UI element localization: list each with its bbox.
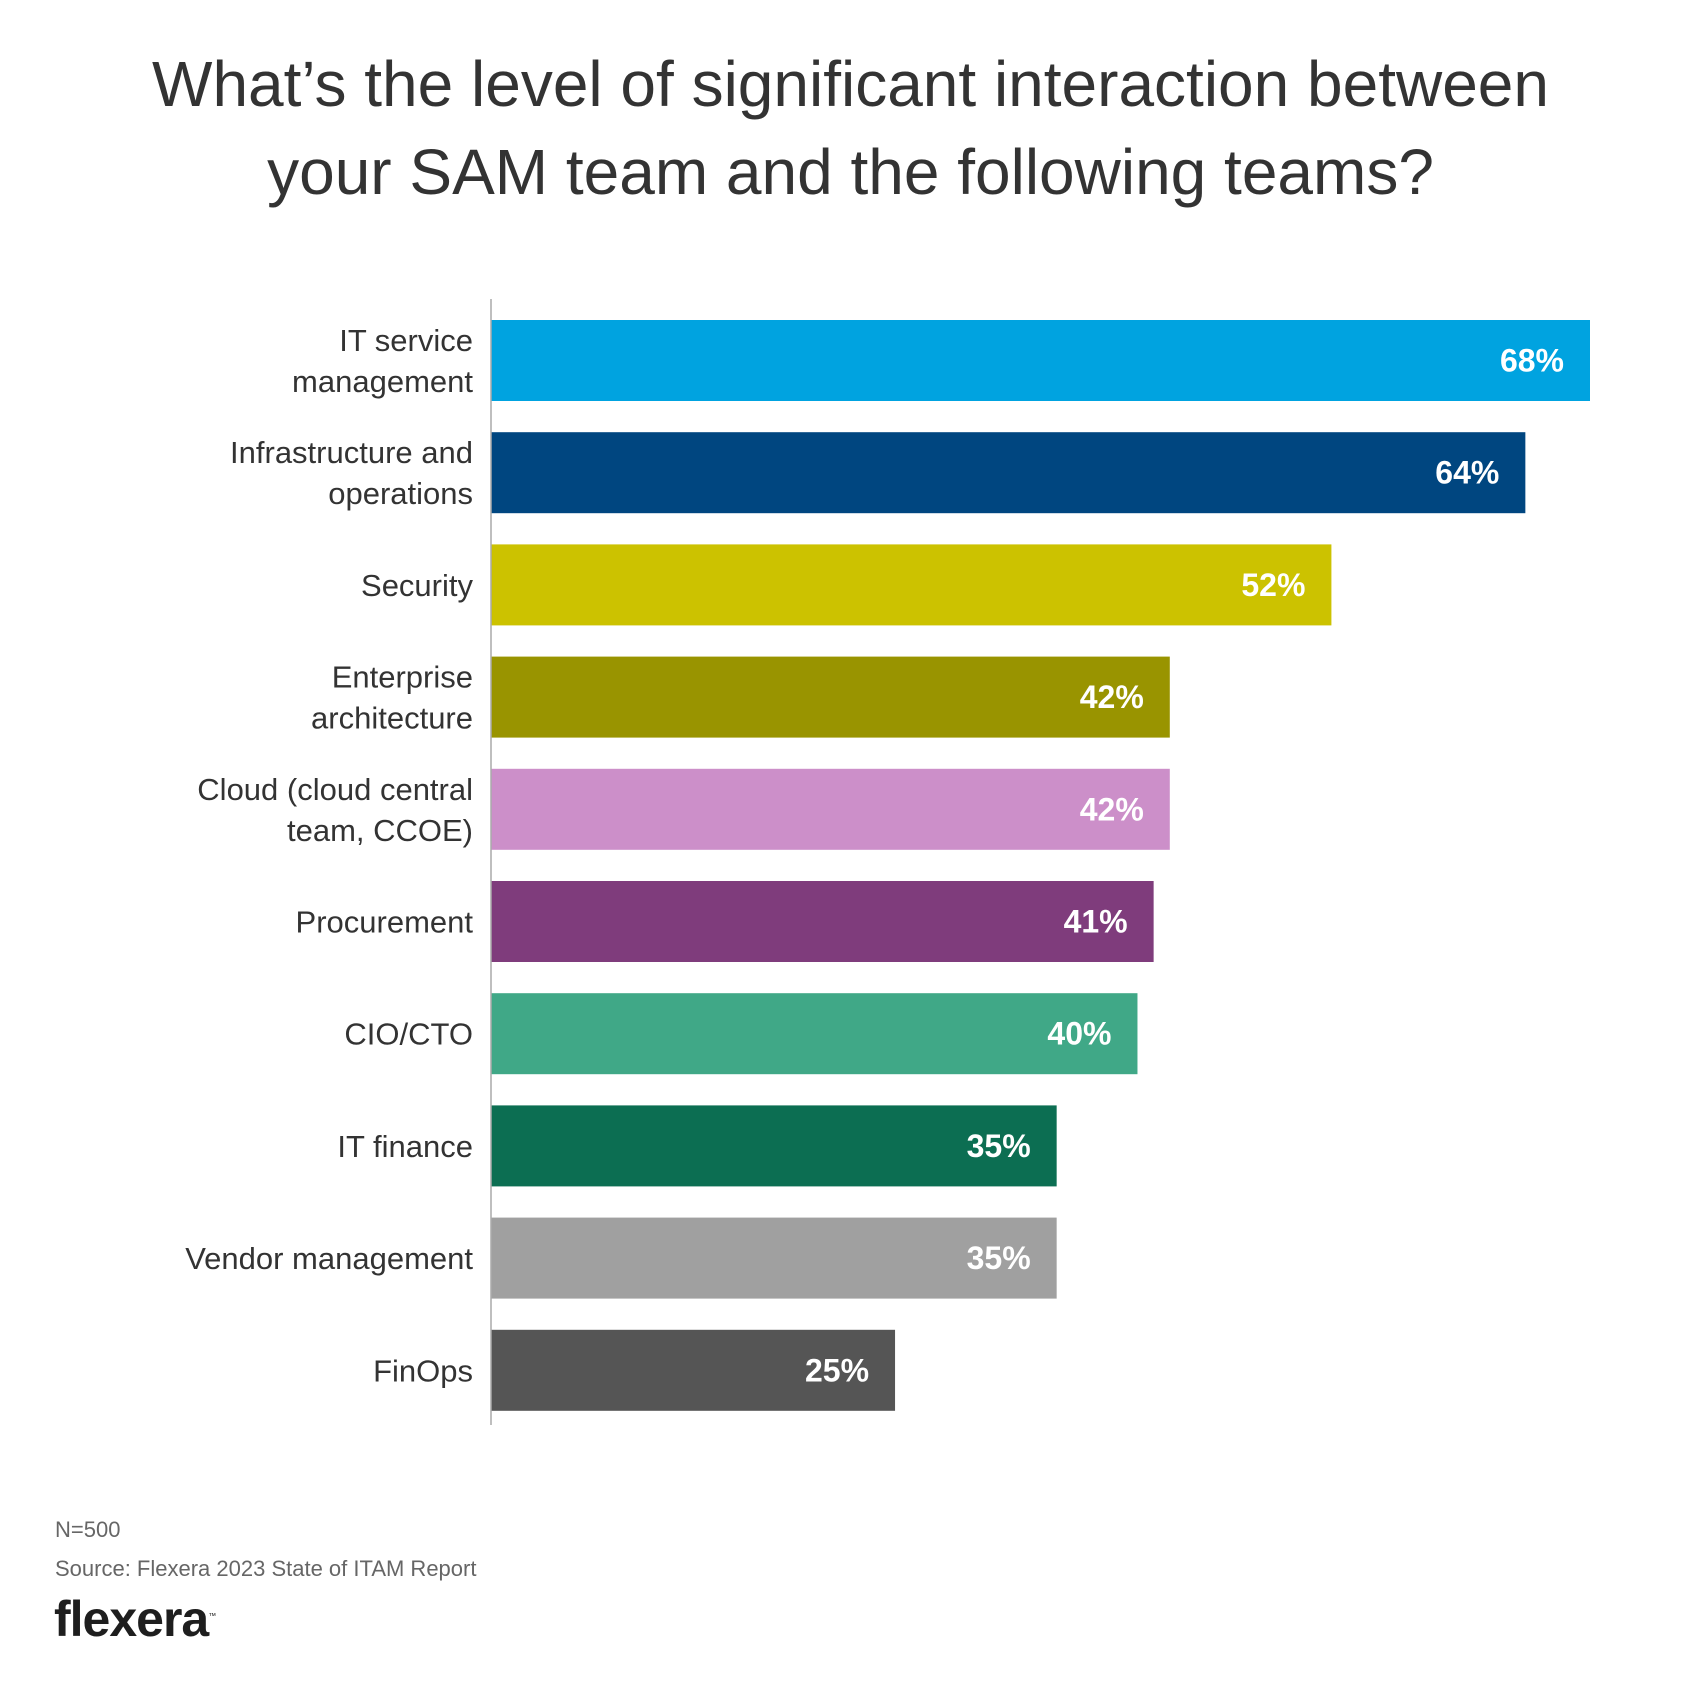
logo-tm: ™ (208, 1611, 216, 1621)
category-label: IT service management (292, 323, 473, 399)
chart-title: What’s the level of significant interact… (0, 40, 1701, 216)
bar (491, 768, 1170, 850)
bar (491, 544, 1332, 626)
bar (491, 1105, 1057, 1187)
bar-value-label: 25% (805, 1352, 869, 1388)
bar (491, 881, 1154, 962)
sample-size-note: N=500 (55, 1517, 121, 1542)
bar (491, 1329, 896, 1411)
bar-value-label: 41% (1064, 904, 1128, 940)
bar (491, 432, 1526, 514)
bar (491, 656, 1170, 738)
bar-value-label: 42% (1080, 679, 1144, 715)
category-label: Procurement (296, 905, 474, 940)
title-line-1: What’s the level of significant interact… (152, 48, 1549, 120)
category-label: Vendor management (185, 1241, 473, 1276)
logo-text: flexera (54, 1591, 209, 1647)
bar-value-label: 42% (1080, 791, 1144, 827)
bar-value-label: 35% (967, 1240, 1031, 1276)
bar (491, 993, 1138, 1075)
category-label: Enterprise architecture (311, 660, 473, 736)
bar-value-label: 64% (1435, 455, 1499, 491)
bar (491, 1217, 1057, 1299)
category-label: IT finance (337, 1129, 473, 1164)
flexera-logo: flexera™ (54, 1590, 216, 1648)
category-label: CIO/CTO (344, 1017, 473, 1052)
title-line-2: your SAM team and the following teams? (267, 136, 1434, 208)
bar-value-label: 52% (1241, 567, 1305, 603)
category-label: Cloud (cloud central team, CCOE) (197, 772, 473, 848)
bar-value-label: 35% (967, 1128, 1031, 1164)
category-label: Security (361, 568, 473, 603)
bar-value-label: 68% (1500, 343, 1564, 379)
category-label: FinOps (373, 1353, 473, 1388)
category-label: Infrastructure and operations (230, 435, 473, 511)
source-note: Source: Flexera 2023 State of ITAM Repor… (55, 1556, 477, 1581)
bar-value-label: 40% (1047, 1016, 1111, 1052)
bar (491, 320, 1590, 401)
